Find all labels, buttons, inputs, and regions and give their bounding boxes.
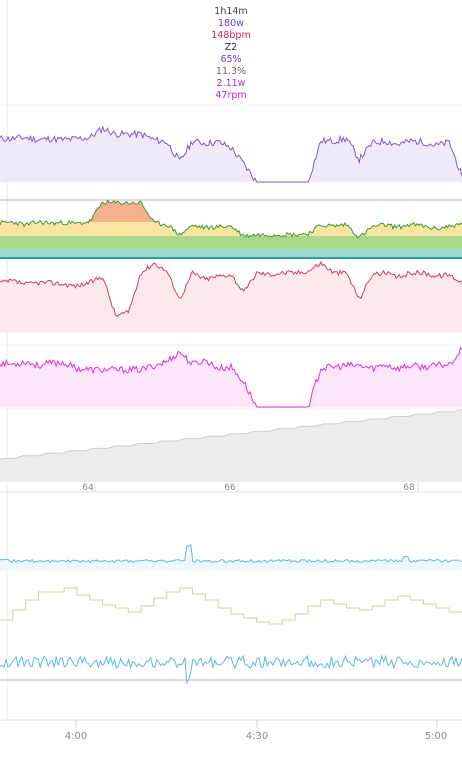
extra-series <box>0 543 462 685</box>
time-axis-label: 5:00 <box>424 731 448 742</box>
power-area <box>0 126 462 183</box>
summary-percent-secondary: 11.3% <box>215 66 247 77</box>
cadence-series <box>0 346 462 408</box>
blue-top-area <box>0 544 462 570</box>
summary-zone: Z2 <box>224 42 238 53</box>
zone-band <box>0 200 462 222</box>
marker-label: 66 <box>224 483 236 493</box>
cadence-area <box>0 347 462 407</box>
zone-line <box>0 199 462 239</box>
time-axis-label: 4:00 <box>64 731 88 742</box>
time-axis-label: 4:30 <box>245 731 269 742</box>
heart-rate-line <box>0 260 462 317</box>
power-series <box>0 125 462 183</box>
summary-cadence: 47rpm <box>215 90 247 101</box>
summary-heart-rate: 148bpm <box>211 30 251 41</box>
blue-top-line <box>0 543 462 564</box>
zone-series <box>0 199 462 259</box>
summary-power: 180w <box>218 18 244 29</box>
cadence-line <box>0 346 462 408</box>
heart-rate-series <box>0 260 462 332</box>
tan-step-line <box>0 587 462 625</box>
summary-wkg: 2.11w <box>216 78 246 89</box>
elevation-series <box>0 408 462 482</box>
zone-band <box>0 249 462 258</box>
marker-label: 68 <box>403 483 415 493</box>
summary-percent: 65% <box>220 54 242 65</box>
power-line <box>0 125 462 183</box>
zone-band <box>0 236 462 249</box>
blue-bottom-line <box>0 654 462 685</box>
heart-rate-area <box>0 261 462 332</box>
elevation-line <box>0 408 462 460</box>
elevation-area <box>0 409 462 482</box>
summary-duration: 1h14m <box>214 6 248 17</box>
marker-label: 64 <box>82 483 94 493</box>
